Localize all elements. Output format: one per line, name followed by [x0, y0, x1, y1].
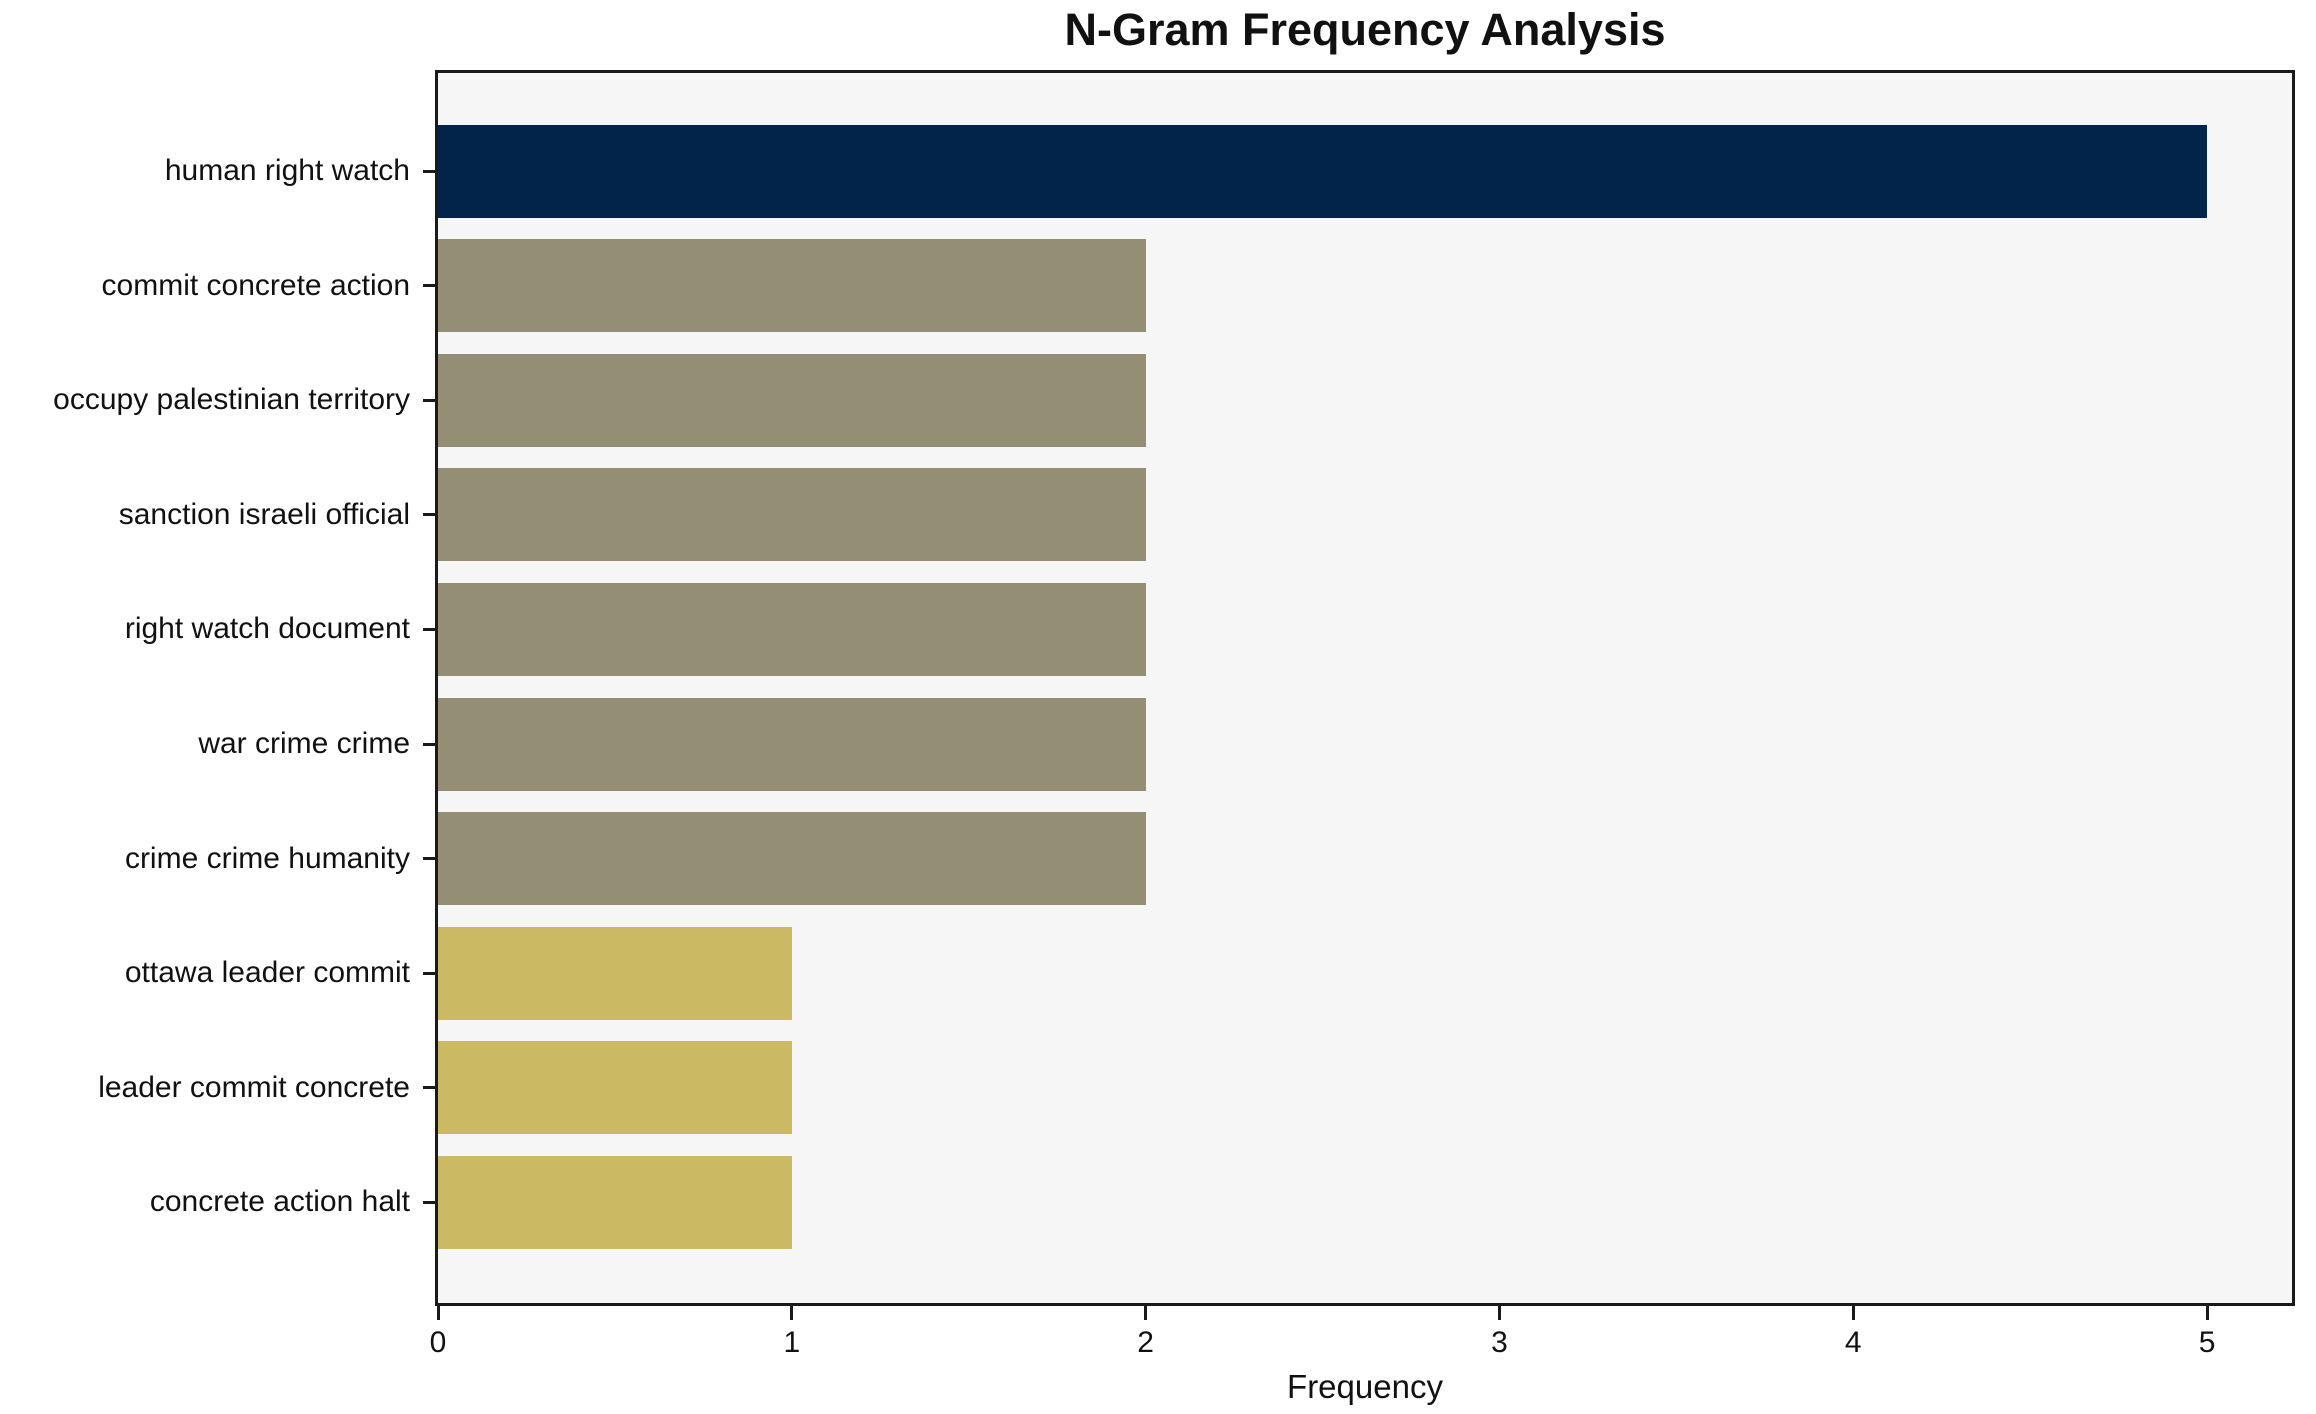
y-tick-label: concrete action halt	[149, 1185, 410, 1219]
bar	[438, 1155, 792, 1249]
bar	[438, 812, 1146, 906]
bar	[438, 239, 1146, 333]
y-tick-mark	[423, 971, 435, 975]
bar	[438, 1041, 792, 1135]
y-tick-label: sanction israeli official	[118, 497, 410, 531]
bar	[438, 468, 1146, 562]
y-tick-label: crime crime humanity	[124, 841, 410, 875]
x-tick-label: 3	[1491, 1326, 1508, 1359]
y-tick-mark	[423, 1086, 435, 1090]
y-tick-label: leader commit concrete	[98, 1070, 410, 1104]
y-tick-mark	[423, 513, 435, 517]
x-tick-mark	[2205, 1306, 2209, 1320]
bar	[438, 353, 1146, 447]
y-tick-mark	[423, 284, 435, 288]
y-tick-label: human right watch	[164, 154, 410, 187]
x-tick-mark	[1851, 1306, 1855, 1320]
y-tick-mark	[423, 169, 435, 173]
y-tick-label: commit concrete action	[101, 268, 410, 302]
plot-area	[435, 70, 2295, 1306]
y-tick-mark	[423, 857, 435, 861]
bar	[438, 124, 2208, 218]
y-tick-label: ottawa leader commit	[124, 956, 410, 990]
y-tick-label: right watch document	[124, 612, 410, 646]
x-tick-mark	[790, 1306, 794, 1320]
x-tick-mark	[1144, 1306, 1148, 1320]
chart-title: N-Gram Frequency Analysis	[1064, 4, 1666, 55]
x-tick-label: 5	[2198, 1326, 2216, 1359]
bar	[438, 697, 1146, 791]
y-tick-label: occupy palestinian territory	[53, 383, 410, 417]
x-tick-label: 4	[1844, 1326, 1862, 1359]
bar	[438, 926, 792, 1020]
x-axis-title: Frequency	[1287, 1368, 1443, 1405]
y-tick-mark	[423, 627, 435, 631]
x-tick-label: 0	[429, 1326, 447, 1359]
x-tick-mark	[436, 1306, 440, 1320]
x-tick-label: 1	[783, 1326, 801, 1359]
y-tick-mark	[423, 398, 435, 402]
y-tick-label: war crime crime	[198, 727, 410, 760]
x-tick-mark	[1497, 1306, 1501, 1320]
y-tick-mark	[423, 742, 435, 746]
y-tick-mark	[423, 1200, 435, 1204]
bar	[438, 582, 1146, 676]
x-tick-label: 2	[1137, 1326, 1154, 1359]
